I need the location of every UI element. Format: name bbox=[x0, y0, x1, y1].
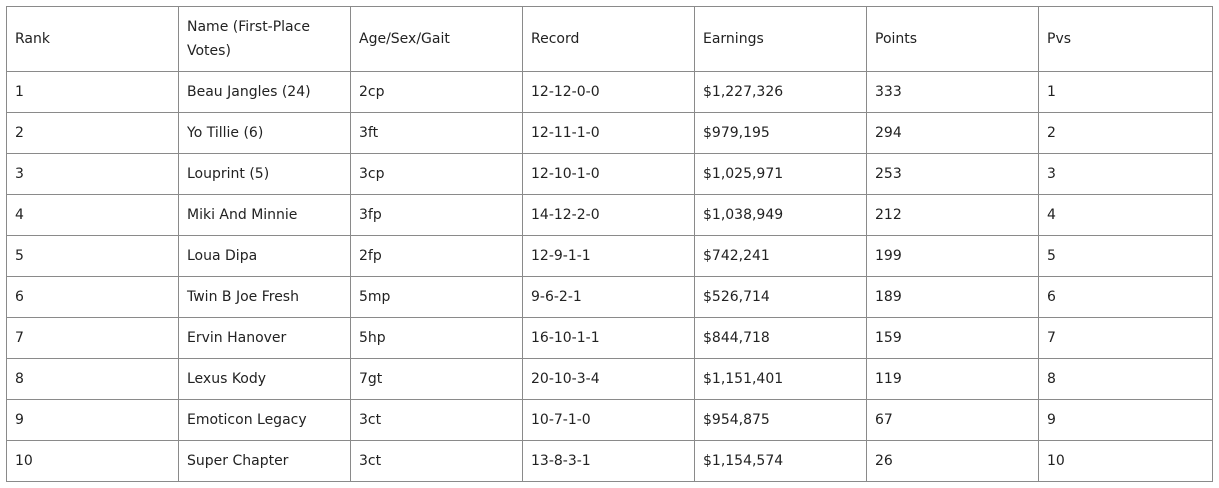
header-cell: Pvs bbox=[1038, 6, 1213, 72]
table-cell: 10-7-1-0 bbox=[522, 399, 695, 441]
table-cell: 10 bbox=[1038, 440, 1213, 482]
table-cell: 8 bbox=[6, 358, 179, 400]
table-cell: 12-11-1-0 bbox=[522, 112, 695, 154]
table-cell: 2 bbox=[1038, 112, 1213, 154]
table-cell: Miki And Minnie bbox=[178, 194, 351, 236]
table-cell: 3cp bbox=[350, 153, 523, 195]
table-cell: $1,025,971 bbox=[694, 153, 867, 195]
table-cell: 3ft bbox=[350, 112, 523, 154]
table-cell: 3ct bbox=[350, 399, 523, 441]
header-cell: Earnings bbox=[694, 6, 867, 72]
table-cell: $844,718 bbox=[694, 317, 867, 359]
table-cell: Ervin Hanover bbox=[178, 317, 351, 359]
table-cell: $742,241 bbox=[694, 235, 867, 277]
table-cell: 7 bbox=[6, 317, 179, 359]
table-cell: Emoticon Legacy bbox=[178, 399, 351, 441]
header-cell: Age/Sex/Gait bbox=[350, 6, 523, 72]
table-row: 9 Emoticon Legacy 3ct 10-7-1-0 $954,875 67 9 bbox=[6, 399, 1213, 441]
table-cell: 6 bbox=[6, 276, 179, 318]
table-cell: 159 bbox=[866, 317, 1039, 359]
table-cell: $954,875 bbox=[694, 399, 867, 441]
table-row: 10 Super Chapter 3ct 13-8-3-1 $1,154,574 26 10 bbox=[6, 440, 1213, 482]
table-cell: 294 bbox=[866, 112, 1039, 154]
table-cell: 9 bbox=[6, 399, 179, 441]
table-row: 5 Loua Dipa 2fp 12-9-1-1 $742,241 199 5 bbox=[6, 235, 1213, 277]
table-row: 3 Louprint (5) 3cp 12-10-1-0 $1,025,971 253 3 bbox=[6, 153, 1213, 195]
table-cell: 3ct bbox=[350, 440, 523, 482]
table-cell: 212 bbox=[866, 194, 1039, 236]
table-cell: 3 bbox=[6, 153, 179, 195]
table-cell: 7 bbox=[1038, 317, 1213, 359]
table-cell: Beau Jangles (24) bbox=[178, 71, 351, 113]
table-cell: Loua Dipa bbox=[178, 235, 351, 277]
table-cell: Louprint (5) bbox=[178, 153, 351, 195]
header-cell: Points bbox=[866, 6, 1039, 72]
table-body: 1 Beau Jangles (24) 2cp 12-12-0-0 $1,227,326… bbox=[6, 71, 1213, 482]
table-row: 6 Twin B Joe Fresh 5mp 9-6-2-1 $526,714 189 6 bbox=[6, 276, 1213, 318]
table-cell: 199 bbox=[866, 235, 1039, 277]
table-cell: Twin B Joe Fresh bbox=[178, 276, 351, 318]
table-cell: 9 bbox=[1038, 399, 1213, 441]
table-row: 1 Beau Jangles (24) 2cp 12-12-0-0 $1,227,326… bbox=[6, 71, 1213, 113]
table-cell: $1,151,401 bbox=[694, 358, 867, 400]
table-cell: 5 bbox=[6, 235, 179, 277]
table-cell: $1,227,326 bbox=[694, 71, 867, 113]
table-cell: 253 bbox=[866, 153, 1039, 195]
table-cell: 20-10-3-4 bbox=[522, 358, 695, 400]
table-cell: 12-10-1-0 bbox=[522, 153, 695, 195]
table-row: 2 Yo Tillie (6) 3ft 12-11-1-0 $979,195 294 2 bbox=[6, 112, 1213, 154]
table-cell: 5 bbox=[1038, 235, 1213, 277]
table-cell: 189 bbox=[866, 276, 1039, 318]
table-cell: 3fp bbox=[350, 194, 523, 236]
table-cell: 16-10-1-1 bbox=[522, 317, 695, 359]
table-cell: 7gt bbox=[350, 358, 523, 400]
rankings-table: Rank Name (First-Place Votes) Age/Sex/Gait… bbox=[6, 6, 1213, 482]
table-cell: 6 bbox=[1038, 276, 1213, 318]
table-cell: 4 bbox=[6, 194, 179, 236]
table-cell: $979,195 bbox=[694, 112, 867, 154]
table-cell: 2cp bbox=[350, 71, 523, 113]
table-header: Rank Name (First-Place Votes) Age/Sex/Gait… bbox=[6, 6, 1213, 72]
table-cell: 1 bbox=[1038, 71, 1213, 113]
header-row: Rank Name (First-Place Votes) Age/Sex/Gait… bbox=[6, 6, 1213, 72]
table-cell: Yo Tillie (6) bbox=[178, 112, 351, 154]
table-cell: 119 bbox=[866, 358, 1039, 400]
table-cell: 14-12-2-0 bbox=[522, 194, 695, 236]
table-cell: Super Chapter bbox=[178, 440, 351, 482]
header-cell: Record bbox=[522, 6, 695, 72]
table-row: 8 Lexus Kody 7gt 20-10-3-4 $1,151,401 119 8 bbox=[6, 358, 1213, 400]
table-cell: Lexus Kody bbox=[178, 358, 351, 400]
header-cell: Name (First-Place Votes) bbox=[178, 6, 351, 72]
table-cell: 5mp bbox=[350, 276, 523, 318]
table-cell: 10 bbox=[6, 440, 179, 482]
table-row: 7 Ervin Hanover 5hp 16-10-1-1 $844,718 159 7 bbox=[6, 317, 1213, 359]
table-cell: 12-12-0-0 bbox=[522, 71, 695, 113]
table-cell: 12-9-1-1 bbox=[522, 235, 695, 277]
table-cell: 333 bbox=[866, 71, 1039, 113]
table-cell: 9-6-2-1 bbox=[522, 276, 695, 318]
table-cell: 5hp bbox=[350, 317, 523, 359]
table-cell: 26 bbox=[866, 440, 1039, 482]
table-cell: 2 bbox=[6, 112, 179, 154]
table-cell: 1 bbox=[6, 71, 179, 113]
table-cell: 8 bbox=[1038, 358, 1213, 400]
table-cell: 3 bbox=[1038, 153, 1213, 195]
table-row: 4 Miki And Minnie 3fp 14-12-2-0 $1,038,949 21… bbox=[6, 194, 1213, 236]
table-cell: 4 bbox=[1038, 194, 1213, 236]
table-cell: $526,714 bbox=[694, 276, 867, 318]
table-cell: 13-8-3-1 bbox=[522, 440, 695, 482]
header-cell: Rank bbox=[6, 6, 179, 72]
table-cell: $1,038,949 bbox=[694, 194, 867, 236]
table-cell: 2fp bbox=[350, 235, 523, 277]
table-cell: 67 bbox=[866, 399, 1039, 441]
table-cell: $1,154,574 bbox=[694, 440, 867, 482]
